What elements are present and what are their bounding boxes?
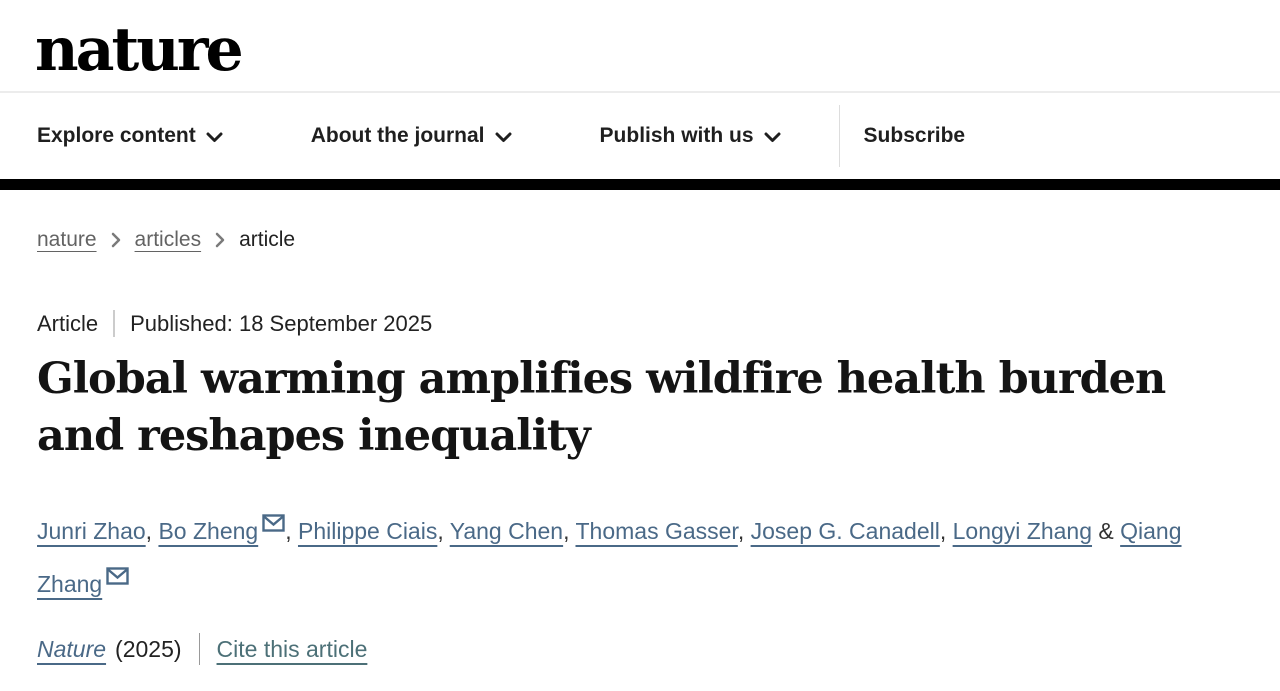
nav-vertical-divider [838,105,840,167]
breadcrumb-current-article: article [239,228,296,251]
author-link[interactable]: Bo Zheng [158,518,259,544]
cite-this-article-link[interactable]: Cite this article [216,635,368,662]
journal-year: (2025) [115,635,182,662]
author-separator: , [563,518,576,544]
article-title: Global warming amplifies wildfire health… [37,354,1166,461]
breadcrumb: nature articles article [37,228,1243,252]
meta-vertical-divider [113,310,116,337]
author-list: Junri Zhao, Bo Zheng, Philippe Ciais, Ya… [37,505,1243,611]
subscribe-label: Subscribe [863,124,966,147]
author-separator: , [285,518,298,544]
author-separator: & [1092,518,1121,544]
logo-row: nature [0,0,1280,93]
nav-item-label: Explore content [37,124,196,147]
nav-item-label: Publish with us [599,124,754,147]
chevron-right-icon [215,232,225,248]
author-link[interactable]: Longyi Zhang [952,518,1093,544]
journal-link[interactable]: Nature [37,635,107,662]
published-date: Published: 18 September 2025 [130,310,433,336]
author-separator: , [939,518,953,544]
chevron-down-icon [764,132,781,142]
author-link[interactable]: Josep G. Canadell [750,518,940,544]
author-link[interactable]: Junri Zhao [37,518,146,544]
nav-item-publish-with-us[interactable]: Publish with us [600,124,781,148]
nav-item-label: About the journal [310,124,485,147]
author-link[interactable]: Thomas Gasser [575,518,738,544]
article-type-label: Article [37,310,99,336]
author-separator: , [737,518,751,544]
nav-item-explore-content[interactable]: Explore content [37,124,223,148]
site-header: nature Explore content About the journal… [0,0,1280,179]
envelope-icon[interactable] [262,514,285,532]
nav-item-about-the-journal[interactable]: About the journal [311,124,512,148]
main-nav: Explore content About the journal Publis… [0,93,1280,179]
chevron-right-icon [111,232,121,248]
nature-logo[interactable]: nature [35,15,244,85]
envelope-icon[interactable] [106,567,129,585]
chevron-down-icon [495,132,512,142]
article-header-section: nature articles article Article Publishe… [0,228,1280,665]
cite-vertical-divider [198,633,200,665]
author-separator: , [437,518,450,544]
subscribe-link[interactable]: Subscribe [864,124,966,148]
article-meta-row: Article Published: 18 September 2025 [37,310,1243,337]
chevron-down-icon [206,132,223,142]
author-separator: , [145,518,159,544]
author-link[interactable]: Yang Chen [449,518,564,544]
author-link[interactable]: Philippe Ciais [297,518,438,544]
citation-row: Nature (2025) Cite this article [37,633,1243,665]
breadcrumb-link-nature[interactable]: nature [37,228,97,251]
author-link[interactable]: Qiang Zhang [37,518,1182,597]
breadcrumb-link-articles[interactable]: articles [134,228,202,251]
header-black-bar [0,179,1280,190]
